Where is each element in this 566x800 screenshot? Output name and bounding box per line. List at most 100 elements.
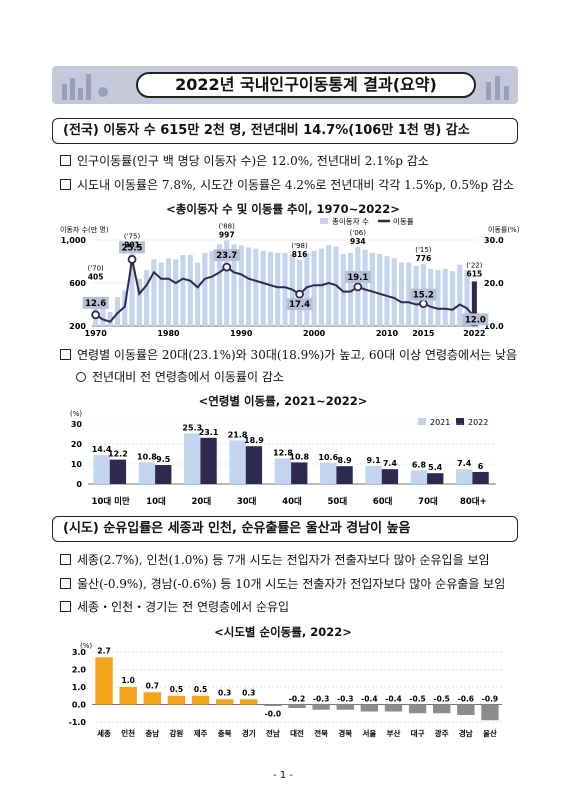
callout-year: ('22) xyxy=(466,261,483,269)
data-label: -0.4 xyxy=(385,695,401,704)
bullet-item: 세종(2.7%), 인천(1.0%) 등 7개 시도는 전입자가 전출자보다 많… xyxy=(60,553,490,568)
bar-mark xyxy=(129,250,135,326)
callout-value: 997 xyxy=(219,230,235,239)
bar-mark xyxy=(191,695,210,705)
bar-mark xyxy=(457,704,475,715)
category-label: 60대 xyxy=(373,496,393,507)
data-label-2021: 10.6 xyxy=(318,453,338,462)
bar-mark xyxy=(119,687,137,705)
bullet-item: 울산(-0.9%), 경남(-0.6%) 등 10개 시도는 전출자가 전입자보… xyxy=(60,577,505,592)
bar-2021 xyxy=(93,455,110,484)
bar-2022 xyxy=(472,472,489,484)
bar-mark xyxy=(202,252,208,326)
category-label: 대전 xyxy=(290,728,304,738)
legend-2022-label: 2022 xyxy=(468,418,488,427)
category-label: 광주 xyxy=(435,728,449,738)
bar-2022 xyxy=(245,446,263,484)
category-label: 인천 xyxy=(121,728,135,738)
data-label-2022: 23.1 xyxy=(199,428,219,437)
x-tick: 2015 xyxy=(412,329,435,338)
category-label: 전남 xyxy=(266,728,280,738)
section2-heading: (시도) 순유입률은 세종과 인천, 순유출률은 울산과 경남이 높음 xyxy=(52,516,518,542)
rate-label: 23.7 xyxy=(216,251,237,261)
x-tick: 2010 xyxy=(376,329,399,338)
data-label: -0.2 xyxy=(289,695,305,704)
category-label: 부산 xyxy=(387,728,401,738)
legend-2021-swatch xyxy=(418,418,426,425)
rate-label: 15.2 xyxy=(413,291,434,301)
bar-2022 xyxy=(291,462,308,484)
circle-bullet-icon xyxy=(76,372,86,382)
bar-mark xyxy=(406,262,412,326)
bar-2021 xyxy=(456,469,473,484)
y-tick: 3.0 xyxy=(72,648,87,657)
category-label: 전북 xyxy=(314,728,328,738)
bar-mark xyxy=(311,250,317,326)
data-label-2021: 10.8 xyxy=(137,452,157,461)
data-label: -0.4 xyxy=(361,695,377,704)
callout-year: ('06) xyxy=(350,229,367,237)
bullet-item: 시도내 이동률은 7.8%, 시도간 이동률은 4.2%로 전년대비 각각 1.… xyxy=(60,178,514,193)
chart1-right-axis-label: 이동률(%) xyxy=(488,225,520,234)
x-tick: 2022 xyxy=(463,329,485,338)
category-label: 10대 미만 xyxy=(92,496,130,507)
data-label: -0.3 xyxy=(337,695,353,704)
y-tick: 0 xyxy=(76,480,82,489)
callout-year: ('15) xyxy=(415,246,432,254)
chart2-unit: (%) xyxy=(70,410,82,418)
bar-mark xyxy=(384,704,403,712)
bar-mark xyxy=(158,262,164,326)
bullet-item: 세종・인천・경기는 전 연령층에서 순유입 xyxy=(60,600,289,615)
category-label: 경북 xyxy=(338,728,352,738)
title-pill: 2022년 국내인구이동통계 결과(요약) xyxy=(136,72,476,98)
category-label: 강원 xyxy=(170,728,184,738)
data-label: 0.3 xyxy=(218,688,231,697)
bar-mark xyxy=(318,248,324,326)
bar-mark xyxy=(312,704,330,710)
rate-label: 12.0 xyxy=(465,315,486,325)
bar-mark xyxy=(173,259,179,326)
bar-mark xyxy=(122,290,128,326)
rate-label-box xyxy=(410,288,437,301)
rate-label-box xyxy=(286,298,313,311)
category-label: 70대 xyxy=(418,496,438,507)
bar-mark xyxy=(377,253,383,326)
legend-2021-label: 2021 xyxy=(430,418,450,427)
page-number: - 1 - xyxy=(273,770,293,781)
y-tick-left: 1,000 xyxy=(61,236,87,245)
callout-value: 615 xyxy=(467,269,483,278)
data-label: -0.3 xyxy=(313,695,329,704)
category-label: 제주 xyxy=(194,728,208,738)
rate-label: 19.1 xyxy=(347,273,368,283)
category-label: 대구 xyxy=(411,728,425,738)
y-tick: 0.0 xyxy=(72,701,87,710)
bar-mark xyxy=(264,704,282,706)
bar-2021 xyxy=(229,440,246,484)
bar-2021 xyxy=(365,465,382,484)
callout-year: ('88) xyxy=(219,222,236,230)
bar-mark xyxy=(136,278,142,326)
bar-mark xyxy=(231,244,237,326)
data-label: 0.3 xyxy=(242,688,255,697)
bar-mark xyxy=(107,312,113,326)
x-tick: 1990 xyxy=(230,329,253,338)
rate-label-box xyxy=(119,241,146,254)
y-tick: 30 xyxy=(71,420,83,429)
data-label: -0.5 xyxy=(434,695,450,704)
data-label-2022: 18.9 xyxy=(244,436,264,445)
bar-mark xyxy=(180,255,186,326)
data-label: 0.5 xyxy=(170,685,183,694)
data-label-2022: 5.4 xyxy=(428,463,443,472)
bar-mark xyxy=(143,692,161,705)
bar-mark xyxy=(253,248,259,326)
bar-mark xyxy=(282,252,288,326)
rate-point xyxy=(222,262,232,272)
category-label: 울산 xyxy=(483,728,497,738)
legend-2022-swatch xyxy=(456,418,464,425)
y-tick-right: 20.0 xyxy=(484,279,504,288)
y-tick: 20 xyxy=(71,440,83,449)
callout-value: 405 xyxy=(88,273,104,282)
bar-mark xyxy=(209,250,215,326)
bar-2021 xyxy=(184,433,201,484)
bar-2021 xyxy=(410,470,428,484)
